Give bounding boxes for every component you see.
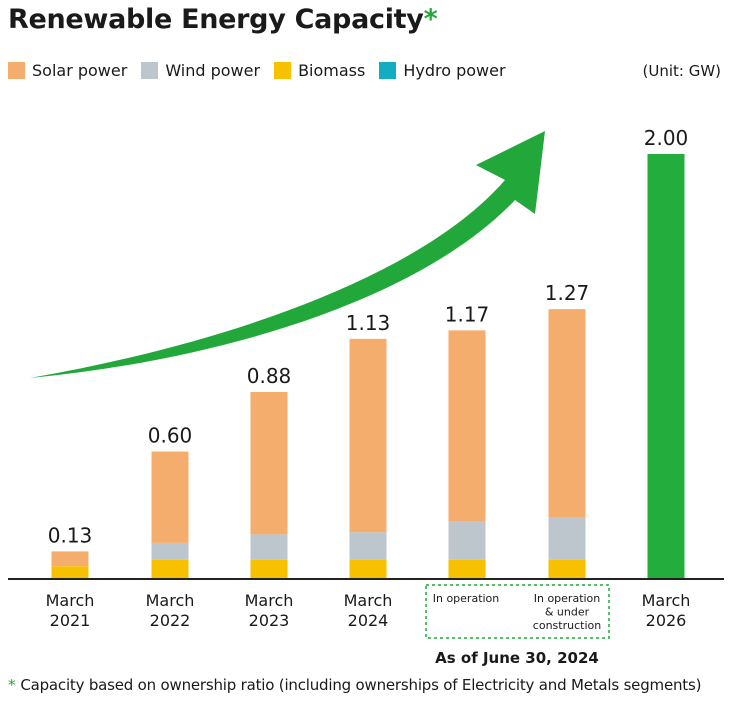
bar-segment-target-6 xyxy=(647,154,685,579)
legend-label-wind: Wind power xyxy=(165,61,261,80)
x-tick-label-2-1: 2023 xyxy=(249,611,290,630)
legend: Solar power Wind power Biomass Hydro pow… xyxy=(8,61,520,80)
legend-label-biomass: Biomass xyxy=(298,61,366,80)
bar-segment-biomass-5 xyxy=(548,559,586,579)
legend-label-hydro: Hydro power xyxy=(403,61,506,80)
legend-swatch-solar xyxy=(8,62,25,79)
legend-item-biomass: Biomass xyxy=(274,61,365,80)
unit-label: (Unit: GW) xyxy=(642,62,721,80)
total-label-0: 0.13 xyxy=(48,523,93,547)
x-tick-label-3-0: March xyxy=(344,591,393,610)
total-label-6: 2.00 xyxy=(644,126,689,150)
bar-segment-wind-power-2 xyxy=(250,534,288,560)
footnote-asterisk: * xyxy=(8,676,16,694)
legend-swatch-hydro xyxy=(379,62,397,79)
bar-segment-solar-power-5 xyxy=(548,309,586,518)
x-tick-label-5-1: & under xyxy=(545,606,590,619)
x-tick-label-3-1: 2024 xyxy=(348,611,389,630)
x-tick-label-1-1: 2022 xyxy=(150,611,191,630)
x-tick-label-0-1: 2021 xyxy=(50,611,91,630)
legend-label-solar: Solar power xyxy=(32,61,128,80)
legend-item-hydro: Hydro power xyxy=(379,61,506,80)
x-tick-label-2-0: March xyxy=(245,591,294,610)
x-tick-label-5-2: construction xyxy=(533,619,601,632)
total-label-2: 0.88 xyxy=(247,364,292,388)
bar-segment-solar-power-2 xyxy=(250,392,288,535)
x-tick-label-5-0: In operation xyxy=(534,592,601,605)
bar-segment-biomass-2 xyxy=(250,559,288,579)
legend-item-solar: Solar power xyxy=(8,61,127,80)
footnote: * Capacity based on ownership ratio (incl… xyxy=(8,676,701,694)
bar-segment-biomass-3 xyxy=(349,559,387,579)
bar-segment-wind-power-3 xyxy=(349,532,387,560)
bar-segment-biomass-0 xyxy=(51,566,89,579)
x-tick-label-0-0: March xyxy=(46,591,95,610)
bar-segment-wind-power-1 xyxy=(151,542,189,560)
bar-segment-wind-power-5 xyxy=(548,517,586,560)
bar-segment-solar-power-0 xyxy=(51,551,89,567)
bar-segment-wind-power-4 xyxy=(448,521,486,560)
total-label-4: 1.17 xyxy=(445,302,490,326)
bar-segment-biomass-1 xyxy=(151,559,189,579)
x-tick-label-6-0: March xyxy=(642,591,691,610)
total-label-3: 1.13 xyxy=(346,311,391,335)
bar-segment-solar-power-1 xyxy=(151,451,189,543)
footnote-text: Capacity based on ownership ratio (inclu… xyxy=(20,676,702,694)
legend-swatch-biomass xyxy=(274,62,292,79)
x-tick-label-1-0: March xyxy=(146,591,195,610)
bar-segment-solar-power-4 xyxy=(448,330,486,522)
bar-segment-solar-power-3 xyxy=(349,338,387,533)
chart-title: Renewable Energy Capacity* xyxy=(8,4,438,35)
total-label-1: 0.60 xyxy=(148,424,193,448)
chart-title-text: Renewable Energy Capacity xyxy=(8,4,424,35)
legend-swatch-wind xyxy=(141,62,159,79)
growth-arrow xyxy=(30,131,545,378)
total-label-5: 1.27 xyxy=(545,281,590,305)
group-label: As of June 30, 2024 xyxy=(435,649,599,667)
x-tick-label-6-1: 2026 xyxy=(646,611,687,630)
x-tick-label-4-0: In operation xyxy=(433,592,500,605)
legend-item-wind: Wind power xyxy=(141,61,260,80)
bar-segment-biomass-4 xyxy=(448,559,486,579)
title-asterisk: * xyxy=(423,4,438,35)
group-dashed-box xyxy=(425,584,610,639)
